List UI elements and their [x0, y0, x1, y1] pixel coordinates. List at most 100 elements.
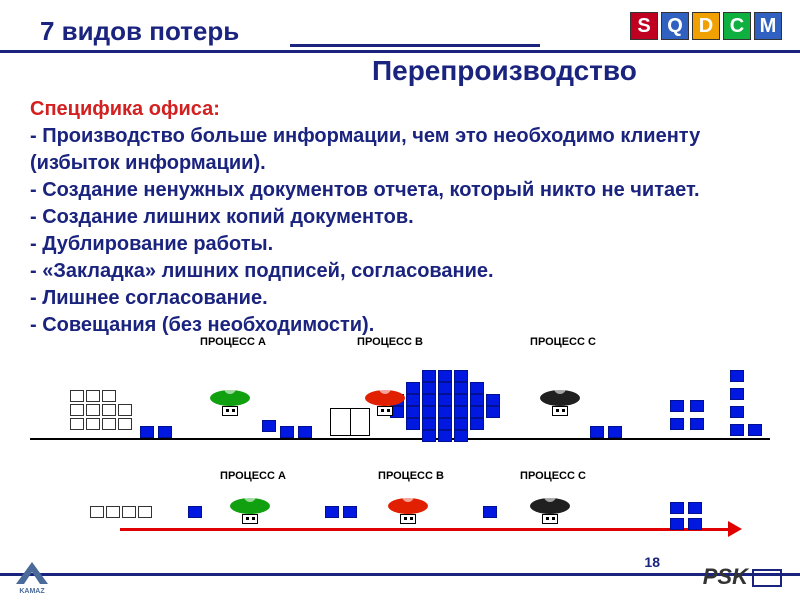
rule-top — [0, 50, 800, 53]
doc-box — [86, 418, 100, 430]
bullet-item: - Лишнее согласование. — [30, 285, 770, 312]
wip-box — [422, 406, 436, 418]
svg-text:KAMAZ: KAMAZ — [19, 588, 45, 594]
wip-box — [438, 418, 452, 430]
doc-box — [70, 390, 84, 402]
bullet-item: - «Закладка» лишних подписей, согласован… — [30, 258, 770, 285]
wip-box — [422, 430, 436, 442]
process-label: ПРОЦЕСС С — [518, 470, 588, 482]
doc-box — [86, 404, 100, 416]
bullet-item: - Создание лишних копий документов. — [30, 204, 770, 231]
process-base — [242, 514, 258, 524]
process-icon — [530, 498, 570, 514]
process-icon — [540, 390, 580, 406]
wip-box — [438, 394, 452, 406]
rule-short — [290, 44, 540, 47]
wip-box — [438, 382, 452, 394]
process-base — [552, 406, 568, 416]
wip-box — [438, 370, 452, 382]
wip-box — [158, 426, 172, 438]
wip-box — [438, 430, 452, 442]
wip-box — [325, 506, 339, 518]
process-icon — [388, 498, 428, 514]
wip-box — [470, 418, 484, 430]
wip-box — [262, 420, 276, 432]
bullet-list: - Производство больше информации, чем эт… — [30, 123, 770, 339]
process-base — [542, 514, 558, 524]
bullet-item: - Создание ненужных документов отчета, к… — [30, 177, 770, 204]
wip-box — [690, 418, 704, 430]
office-label: Специфика офиса: — [30, 96, 770, 123]
diagram-flow: ПРОЦЕСС АПРОЦЕСС ВПРОЦЕСС С — [30, 468, 770, 548]
wip-box — [483, 506, 497, 518]
doc-box — [106, 506, 120, 518]
sqdcm-S: S — [630, 12, 658, 40]
wip-box — [422, 370, 436, 382]
doc-box — [118, 404, 132, 416]
subtitle: Перепроизводство — [372, 55, 637, 87]
wip-box — [670, 502, 684, 514]
wip-box — [730, 388, 744, 400]
wip-box — [470, 394, 484, 406]
flow-arrow — [120, 528, 730, 531]
process-label: ПРОЦЕСС А — [198, 336, 268, 348]
page-title: 7 видов потерь — [40, 16, 239, 47]
wip-box — [670, 518, 684, 530]
page-number: 18 — [644, 554, 660, 570]
wip-box — [406, 382, 420, 394]
bullet-item: - Производство больше информации, чем эт… — [30, 123, 770, 177]
process-icon — [365, 390, 405, 406]
wip-box — [188, 506, 202, 518]
wip-box — [486, 394, 500, 406]
doc-box — [102, 418, 116, 430]
doc-box — [138, 506, 152, 518]
process-base — [400, 514, 416, 524]
diagram-overproduction: ПРОЦЕСС А ПРОЦЕСС В ПРОЦЕСС С — [30, 330, 770, 440]
doc-box — [90, 506, 104, 518]
wip-box — [470, 382, 484, 394]
wip-box — [454, 370, 468, 382]
wip-box — [343, 506, 357, 518]
sqdcm-Q: Q — [661, 12, 689, 40]
wip-box — [406, 394, 420, 406]
wip-box — [422, 418, 436, 430]
wip-box — [688, 518, 702, 530]
wip-box — [590, 426, 604, 438]
process-label: ПРОЦЕСС А — [218, 470, 288, 482]
wip-box — [406, 406, 420, 418]
wip-box — [608, 426, 622, 438]
sqdcm-D: D — [692, 12, 720, 40]
sqdcm-M: M — [754, 12, 782, 40]
wip-box — [730, 424, 744, 436]
kamaz-logo: KAMAZ — [12, 554, 52, 594]
wip-box — [730, 370, 744, 382]
doc-box — [122, 506, 136, 518]
wip-box — [422, 382, 436, 394]
wip-box — [690, 400, 704, 412]
wip-box — [454, 430, 468, 442]
wip-box — [438, 406, 452, 418]
wip-box — [688, 502, 702, 514]
wip-box — [454, 394, 468, 406]
process-label: ПРОЦЕСС С — [528, 336, 598, 348]
wip-box — [454, 382, 468, 394]
process-base — [222, 406, 238, 416]
sqdcm-badges: SQDCM — [630, 12, 782, 40]
process-base — [377, 406, 393, 416]
wip-box — [422, 394, 436, 406]
wip-box — [486, 406, 500, 418]
wip-box — [454, 406, 468, 418]
footer-rule — [0, 573, 800, 576]
doc-box — [70, 404, 84, 416]
wip-box — [298, 426, 312, 438]
wip-box — [748, 424, 762, 436]
wip-box — [470, 406, 484, 418]
book-icon — [330, 408, 370, 436]
wip-box — [280, 426, 294, 438]
wip-box — [406, 418, 420, 430]
doc-box — [118, 418, 132, 430]
content-block: Специфика офиса: - Производство больше и… — [30, 96, 770, 339]
process-icon — [230, 498, 270, 514]
wip-box — [140, 426, 154, 438]
process-label: ПРОЦЕСС В — [355, 336, 425, 348]
